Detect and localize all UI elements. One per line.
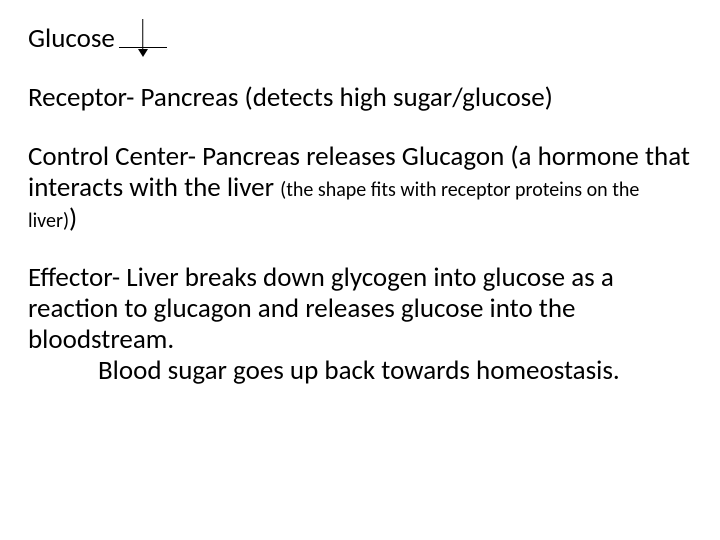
effector-text-1: Effector- Liver breaks down glycogen int… [28,261,614,356]
effector-paragraph: Effector- Liver breaks down glycogen int… [28,262,692,386]
down-arrow-icon [119,22,167,52]
control-center-paragraph: Control Center- Pancreas releases Glucag… [28,141,692,234]
effector-text-2: Blood sugar goes up back towards homeost… [98,354,620,387]
control-text-close: ) [69,202,77,235]
receptor-text: Receptor- Pancreas (detects high sugar/g… [28,81,553,114]
receptor-paragraph: Receptor- Pancreas (detects high sugar/g… [28,82,692,113]
glucose-label: Glucose [28,23,115,54]
glucose-line: Glucose [28,22,692,54]
